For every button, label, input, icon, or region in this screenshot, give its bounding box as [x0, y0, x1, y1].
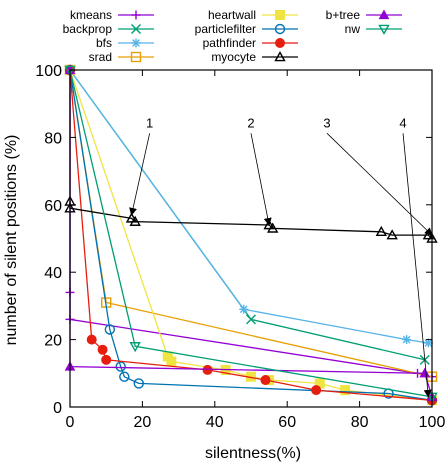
data-point-particlefilter-1: [104, 324, 116, 335]
legend-label: particlefilter: [195, 22, 256, 36]
x-tick-label: 20: [134, 414, 152, 431]
annotations: 1 2 3 4: [129, 115, 433, 398]
legend-label: nw: [345, 22, 361, 36]
annotation-arrow-2: [326, 133, 433, 236]
data-point-particlefilter-4: [133, 378, 144, 389]
legend-item-nw: nw: [345, 22, 402, 36]
y-tick-label: 100: [35, 63, 62, 80]
x-tick-label: 60: [278, 414, 296, 431]
data-point-particlefilter-2: [115, 361, 126, 372]
data-point-nw-1: [129, 342, 141, 353]
x-tick-label: 100: [419, 414, 446, 431]
legend-item-backprop: backprop: [63, 22, 154, 36]
data-point-particlefilter-3: [119, 371, 130, 382]
legend-item-particlefilter: particlefilter: [195, 22, 298, 36]
legend-label: heartwall: [208, 8, 256, 22]
data-point-myocyte-2: [125, 212, 138, 223]
legend-item-pathfinder: pathfinder: [203, 36, 298, 50]
data-point-backprop-1: [246, 314, 256, 325]
legend-marker: [275, 10, 285, 20]
data-point-pathfinder-5: [260, 375, 271, 386]
data-point-heartwall-7: [340, 385, 351, 396]
y-axis-title: number of silent positions (%): [3, 135, 20, 346]
y-tick-label: 60: [44, 198, 62, 215]
y-tick-label: 20: [44, 333, 62, 350]
data-point-myocyte-5: [267, 222, 279, 233]
data-point-myocyte-7: [386, 229, 398, 240]
legend-marker: [378, 9, 390, 20]
legend-item-srad: srad: [89, 50, 154, 64]
x-tick-label: 0: [66, 414, 75, 431]
legend-label: bfs: [96, 36, 112, 50]
y-tick-label: 40: [44, 265, 62, 282]
legend-marker: [131, 38, 141, 48]
data-point-pathfinder-2: [97, 344, 108, 355]
legend-item-myocyte: myocyte: [211, 50, 298, 64]
legend-label: kmeans: [70, 8, 112, 22]
data-point-myocyte-3: [129, 215, 141, 226]
data-point-pathfinder-4: [202, 364, 213, 375]
data-point-bfs-2: [402, 335, 412, 345]
annotation-label-0: 1: [146, 115, 153, 130]
legend-item-bfs: bfs: [96, 36, 154, 50]
annotation-arrow-3: [402, 133, 432, 398]
legend-label: srad: [89, 50, 112, 64]
axes: 0 20 40 60 80 100 0 20 40 60 80 100: [35, 63, 445, 431]
series-line-bfs: [69, 69, 429, 344]
legend-label: b+tree: [326, 8, 361, 22]
data-point-myocyte-6: [375, 225, 388, 237]
legend-label: myocyte: [211, 50, 256, 64]
legend-marker: [275, 38, 285, 48]
x-tick-label: 80: [351, 414, 369, 431]
data-point-pathfinder-1: [86, 334, 97, 345]
legend-marker: [131, 24, 141, 34]
legend-marker: [131, 10, 141, 20]
x-axis-title: silentness(%): [205, 445, 301, 462]
annotation-arrow-1: [250, 133, 272, 227]
annotation-label-2: 3: [323, 115, 330, 130]
legend-item-kmeans: kmeans: [70, 8, 154, 22]
series-kmeans: [65, 65, 437, 382]
annotation-arrow-0: [129, 133, 151, 216]
legend-marker: [274, 51, 286, 62]
legend-marker: [274, 23, 286, 35]
legend-marker: [130, 51, 142, 63]
legend-marker: [378, 24, 390, 35]
plot-frame: [69, 69, 433, 408]
legend-item-heartwall: heartwall: [208, 8, 298, 22]
series-srad: [64, 64, 438, 382]
series-line-nw: [69, 69, 433, 398]
annotation-label-3: 4: [399, 115, 406, 130]
series-particlefilter: [64, 64, 438, 406]
x-tick-label: 40: [206, 414, 224, 431]
data-point-pathfinder-6: [311, 385, 322, 396]
data-point-pathfinder-3: [101, 354, 112, 365]
series-myocyte: [64, 195, 438, 243]
data-point-heartwall-2: [166, 356, 177, 367]
y-tick-label: 0: [53, 400, 62, 417]
data-point-b-tree-2: [419, 367, 431, 378]
legend-label: backprop: [63, 22, 113, 36]
legend-item-b-tree: b+tree: [326, 8, 402, 22]
data-point-bfs-1: [239, 304, 249, 314]
series-line-particlefilter: [69, 69, 433, 401]
legend-label: pathfinder: [203, 36, 256, 50]
y-tick-label: 80: [44, 130, 62, 147]
annotation-label-1: 2: [247, 115, 254, 130]
